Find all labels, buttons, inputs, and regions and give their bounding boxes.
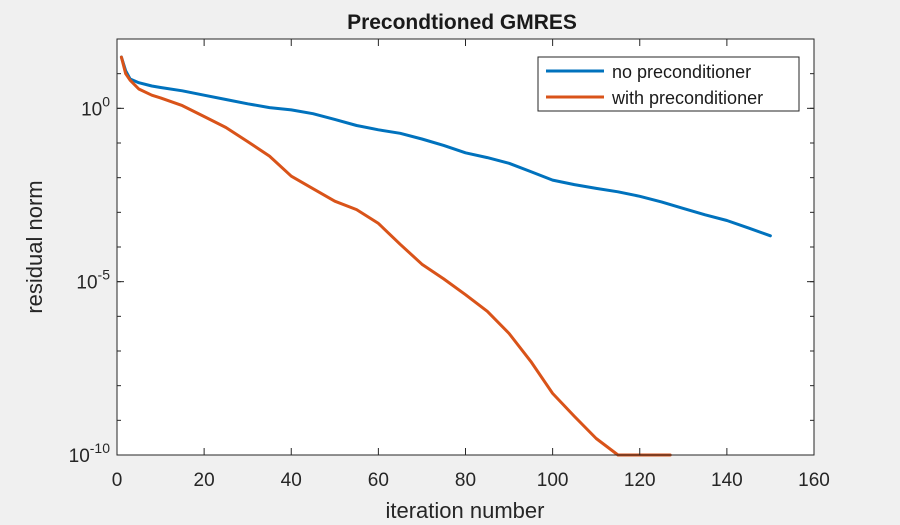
x-tick-label: 140 <box>711 470 743 491</box>
x-tick-label: 40 <box>281 470 302 491</box>
chart-title: Precondtioned GMRES <box>347 11 577 34</box>
y-axis-label: residual norm <box>22 180 47 313</box>
x-tick-label: 60 <box>368 470 389 491</box>
series-line-1 <box>119 55 672 457</box>
x-tick-label: 160 <box>798 470 830 491</box>
x-tick-label: 20 <box>194 470 215 491</box>
series-layer <box>119 55 772 457</box>
y-tick-label: 10-5 <box>76 267 110 294</box>
series-line-0 <box>119 55 772 238</box>
x-axis-label: iteration number <box>386 498 545 523</box>
legend-label-no-preconditioner: no preconditioner <box>612 62 751 82</box>
y-tick-label: 100 <box>81 93 110 120</box>
y-tick-label: 10-10 <box>69 440 111 467</box>
legend-box <box>537 56 800 112</box>
x-tick-label: 0 <box>112 470 123 491</box>
x-tick-label: 80 <box>455 470 476 491</box>
x-tick-label: 120 <box>624 470 656 491</box>
legend-label-with-preconditioner: with preconditioner <box>611 88 763 108</box>
x-tick-label: 100 <box>537 470 569 491</box>
ticks-layer: 0 20 40 60 80 100 120 140 160 10-10 10-5 100 <box>69 38 830 491</box>
legend: no preconditioner with preconditioner <box>537 56 800 112</box>
